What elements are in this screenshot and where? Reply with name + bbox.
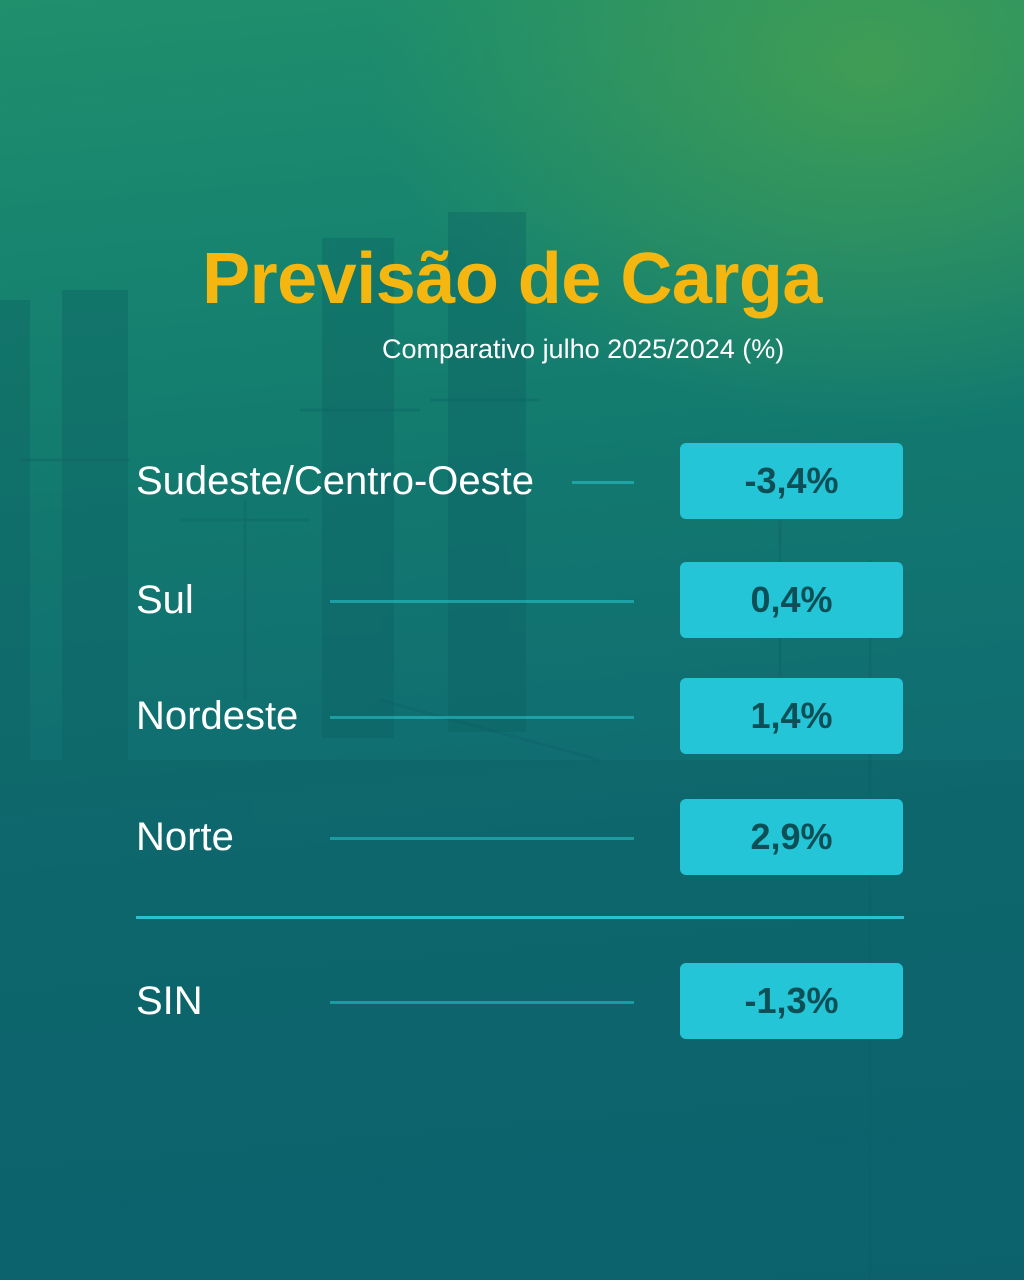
region-row-sudeste-centro-oeste: Sudeste/Centro-Oeste -3,4% xyxy=(0,443,1024,519)
region-row-sul: Sul 0,4% xyxy=(0,562,1024,638)
value-badge: 0,4% xyxy=(680,562,903,638)
total-divider xyxy=(136,916,904,919)
row-connector-line xyxy=(572,481,634,484)
region-row-norte: Norte 2,9% xyxy=(0,799,1024,875)
page-subtitle: Comparativo julho 2025/2024 (%) xyxy=(382,334,785,364)
value-badge: 1,4% xyxy=(680,678,903,754)
total-label: SIN xyxy=(136,979,203,1023)
total-row-sin: SIN -1,3% xyxy=(0,963,1024,1039)
row-connector-line xyxy=(330,1001,634,1004)
region-label: Sul xyxy=(136,578,194,622)
region-label: Norte xyxy=(136,815,234,859)
row-connector-line xyxy=(330,600,634,603)
total-value-badge: -1,3% xyxy=(680,963,903,1039)
region-label: Sudeste/Centro-Oeste xyxy=(136,459,534,503)
value-badge: -3,4% xyxy=(680,443,903,519)
region-label: Nordeste xyxy=(136,694,299,738)
row-connector-line xyxy=(330,716,634,719)
region-row-nordeste: Nordeste 1,4% xyxy=(0,678,1024,754)
value-badge: 2,9% xyxy=(680,799,903,875)
page-title: Previsão de Carga xyxy=(202,239,822,319)
row-connector-line xyxy=(330,837,634,840)
